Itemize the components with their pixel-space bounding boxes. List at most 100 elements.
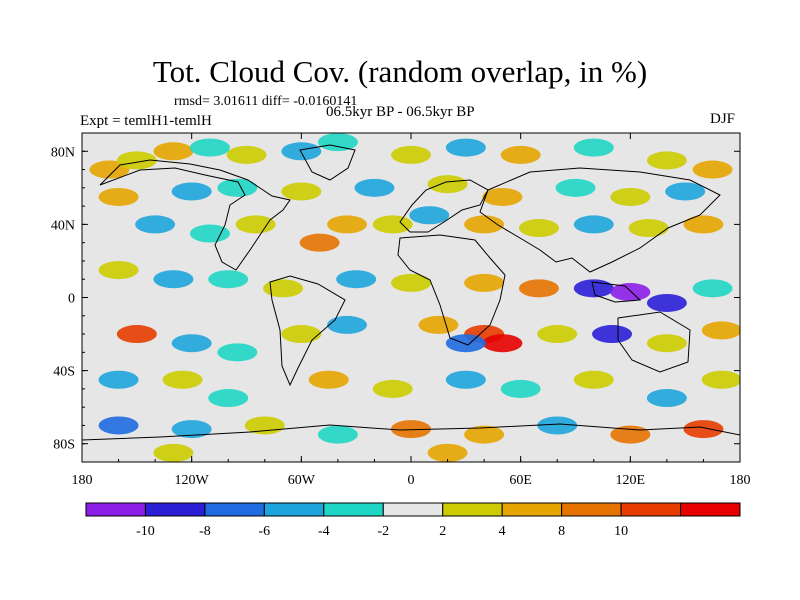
anomaly-patch [445, 370, 486, 389]
plot-title: Tot. Cloud Cov. (random overlap, in %) [152, 54, 648, 89]
anomaly-patch [683, 420, 724, 439]
coastline-africa [397, 234, 506, 346]
anomaly-patch [573, 370, 614, 389]
anomaly-patch [116, 151, 157, 170]
anomaly-patch [189, 138, 230, 157]
anomaly-patch [171, 182, 212, 201]
anomaly-patch [116, 325, 157, 344]
season-label: DJF [710, 111, 736, 127]
anomaly-patch [327, 315, 368, 334]
anomaly-patch [299, 233, 340, 252]
anomaly-patch [518, 219, 559, 238]
colorbar-label: 2 [439, 524, 446, 539]
y-tick-label: 0 [68, 292, 75, 307]
x-tick-label: 0 [408, 473, 415, 488]
x-tick-label: 180 [730, 473, 751, 488]
anomaly-patch [281, 182, 322, 201]
colorbar-swatch [501, 502, 563, 517]
colorbar-swatch [680, 502, 741, 517]
colorbar-swatch [144, 502, 206, 517]
anomaly-patch [683, 215, 724, 234]
coastline-antarctica [82, 423, 740, 441]
anomaly-patch [226, 145, 267, 164]
colorbar-label: -10 [136, 524, 155, 539]
anomaly-field [89, 133, 740, 462]
anomaly-patch [701, 370, 740, 389]
anomaly-patch [646, 293, 687, 312]
experiment-label: Expt = temlH1-temlH [80, 113, 212, 129]
anomaly-patch [692, 279, 733, 298]
x-tick-label: 120W [175, 473, 210, 488]
anomaly-patch [482, 334, 523, 353]
colorbar-swatch [620, 502, 682, 517]
anomaly-patch [281, 325, 322, 344]
anomaly-patch [217, 178, 258, 197]
anomaly-patch [372, 379, 413, 398]
colorbar-swatch [323, 502, 384, 517]
anomaly-patch [98, 370, 139, 389]
anomaly-patch [391, 145, 431, 164]
anomaly-patch [372, 215, 413, 234]
colorbar-label: -6 [259, 524, 271, 539]
anomaly-patch [573, 215, 614, 234]
anomaly-patch [153, 142, 194, 161]
anomaly-patch [208, 270, 249, 289]
anomaly-patch [555, 178, 596, 197]
coastline-south-america [269, 275, 346, 387]
colorbar-swatch [561, 502, 622, 517]
anomaly-patch [537, 416, 578, 435]
colorbar-swatch [263, 502, 325, 517]
anomaly-patch [418, 315, 459, 334]
anomaly-patch [391, 420, 431, 439]
coastlines [82, 144, 740, 441]
coastline-australia [617, 311, 691, 373]
colorbar-label: 8 [558, 524, 565, 539]
anomaly-patch [610, 283, 651, 302]
anomaly-patch [409, 206, 450, 225]
anomaly-patch [427, 175, 468, 194]
anomaly-patch [189, 224, 230, 243]
anomaly-patch [153, 443, 194, 462]
coastline-north-america [99, 159, 291, 271]
colorbar-label: 4 [499, 524, 506, 539]
anomaly-patch [500, 145, 541, 164]
x-tick-label: 60W [288, 473, 316, 488]
anomaly-patch [646, 151, 687, 170]
colorbar-swatch [442, 502, 503, 517]
anomaly-patch [482, 187, 523, 206]
coastline-maritime-continent [591, 281, 642, 303]
anomaly-patch [317, 425, 358, 444]
anomaly-patch [98, 416, 139, 435]
anomaly-patch [162, 370, 203, 389]
anomaly-patch [98, 187, 139, 206]
colorbar-swatch [85, 502, 146, 517]
y-tick-label: 40N [51, 218, 75, 233]
anomaly-patch [500, 379, 541, 398]
anomaly-patch [308, 370, 349, 389]
y-tick-label: 80N [51, 145, 75, 160]
anomaly-patch [464, 425, 505, 444]
anomaly-patch [464, 215, 505, 234]
anomaly-patch [317, 133, 358, 152]
y-tick-label: 80S [53, 438, 75, 453]
anomaly-patch [427, 443, 468, 462]
anomaly-patch [537, 325, 578, 344]
colorbar-label: 10 [614, 524, 628, 539]
anomaly-patch [592, 325, 633, 344]
anomaly-patch [701, 321, 740, 340]
anomaly-patch [445, 334, 486, 353]
anomaly-patch [135, 215, 176, 234]
x-tick-label: 120E [616, 473, 646, 488]
anomaly-patch [573, 138, 614, 157]
colorbar-label: -8 [199, 524, 211, 539]
stats-label: rmsd= 3.01611 diff= -0.0160141 [174, 94, 358, 109]
anomaly-patch [208, 389, 249, 408]
anomaly-patch [354, 178, 395, 197]
anomaly-patch [327, 215, 368, 234]
colorbar-label: -2 [377, 524, 389, 539]
anomaly-patch [98, 261, 139, 280]
anomaly-patch [518, 279, 559, 298]
anomaly-patch [464, 273, 505, 292]
anomaly-patch [628, 219, 669, 238]
